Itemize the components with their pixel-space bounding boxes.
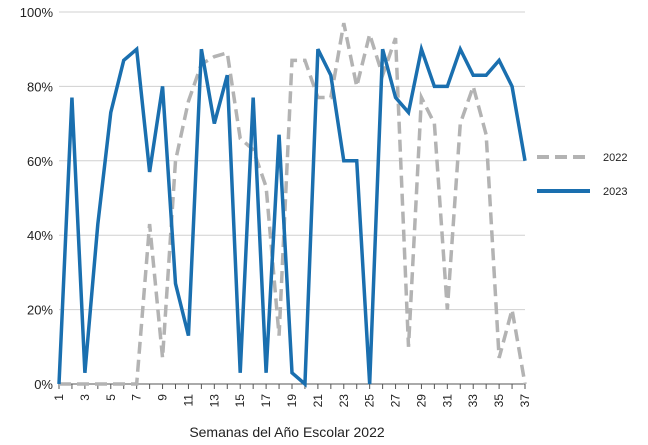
x-tick-label: 31 (440, 394, 454, 408)
y-tick-label: 60% (27, 154, 53, 169)
axes (58, 383, 526, 389)
x-tick-label: 37 (518, 394, 532, 408)
legend: 2022 2023 (537, 152, 627, 198)
series-line-2022 (59, 22, 527, 386)
x-tick-label: 29 (414, 394, 428, 408)
x-tick-label: 23 (337, 394, 351, 408)
x-tick-label: 13 (207, 394, 221, 408)
x-tick-label: 5 (104, 394, 118, 401)
x-tick-label: 17 (259, 394, 273, 408)
x-tick-label: 35 (492, 394, 506, 408)
series-lines (57, 22, 527, 388)
x-axis-title: Semanas del Año Escolar 2022 (189, 424, 385, 440)
x-tick-label: 11 (181, 394, 195, 407)
y-tick-label: 100% (20, 5, 54, 20)
y-tick-label: 0% (34, 377, 53, 392)
x-tick-label: 7 (130, 394, 144, 401)
x-tick-label: 19 (285, 394, 299, 408)
x-tick-label: 27 (389, 394, 403, 408)
tick-labels: 0%20%40%60%80%100%1 3 5 7 9 11 13 15 17 19 21 23 25 2… (20, 5, 532, 407)
y-tick-label: 20% (27, 303, 53, 318)
y-tick-label: 80% (27, 79, 53, 94)
y-tick-label: 40% (27, 228, 53, 243)
series-line-2023 (57, 42, 527, 388)
x-tick-label: 1 (52, 394, 66, 401)
x-tick-label: 3 (78, 394, 92, 401)
x-tick-label: 15 (233, 394, 247, 408)
legend-label-2023: 2023 (603, 186, 627, 198)
x-tick-label: 25 (363, 394, 377, 408)
x-tick-label: 21 (311, 394, 325, 408)
x-tick-label: 33 (466, 394, 480, 408)
x-tick-label: 9 (156, 394, 170, 401)
legend-label-2022: 2022 (603, 152, 627, 164)
